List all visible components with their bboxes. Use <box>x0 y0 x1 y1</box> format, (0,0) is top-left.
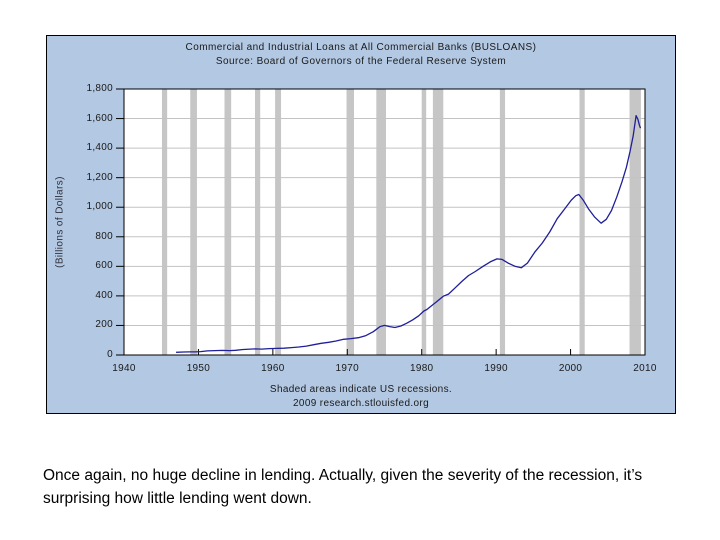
recession-band <box>421 89 427 355</box>
y-tick-label: 400 <box>95 289 113 301</box>
x-tick-label: 1950 <box>186 363 211 374</box>
y-tick-label: 1,400 <box>86 142 113 154</box>
recession-band <box>190 89 197 355</box>
source-note: 2009 research.stlouisfed.org <box>293 398 429 409</box>
chart-plot-area <box>116 88 646 356</box>
recession-band <box>376 89 386 355</box>
y-tick-label: 1,600 <box>86 112 113 124</box>
recession-band <box>432 89 444 355</box>
recession-band <box>254 89 261 355</box>
recession-band <box>224 89 232 355</box>
recession-band <box>629 89 641 355</box>
x-tick-label: 1980 <box>409 363 434 374</box>
x-tick-label: 2010 <box>633 363 657 374</box>
recession-band <box>346 89 354 355</box>
plot-border <box>123 88 646 356</box>
recession-band <box>499 89 506 355</box>
y-tick-label: 0 <box>107 349 113 360</box>
x-tick-label: 1970 <box>335 363 359 374</box>
recession-band <box>275 89 282 355</box>
y-tick-label: 600 <box>95 260 113 272</box>
recession-band <box>579 89 585 355</box>
chart-subtitle: Source: Board of Governors of the Federa… <box>215 56 507 67</box>
x-tick-label: 2000 <box>558 363 583 374</box>
y-tick-label: 1,200 <box>86 171 113 183</box>
y-tick-label: 800 <box>95 230 113 242</box>
y-tick-label: 200 <box>95 319 113 331</box>
chart-title: Commercial and Industrial Loans at All C… <box>185 42 537 53</box>
x-tick-label: 1960 <box>261 363 285 374</box>
chart-title-block: Commercial and Industrial Loans at All C… <box>47 41 675 69</box>
y-axis-title: (Billions of Dollars) <box>54 176 66 268</box>
y-tick-label: 1,800 <box>86 83 113 94</box>
chart-figure: Commercial and Industrial Loans at All C… <box>46 35 676 414</box>
x-tick-label: 1990 <box>484 363 508 374</box>
recession-note: Shaded areas indicate US recessions. <box>269 384 453 395</box>
y-tick-label: 1,000 <box>86 201 113 213</box>
recession-band <box>161 89 168 355</box>
x-tick-label: 1940 <box>112 363 136 374</box>
slide-caption: Once again, no huge decline in lending. … <box>43 467 643 507</box>
data-line-busloans <box>176 114 642 353</box>
